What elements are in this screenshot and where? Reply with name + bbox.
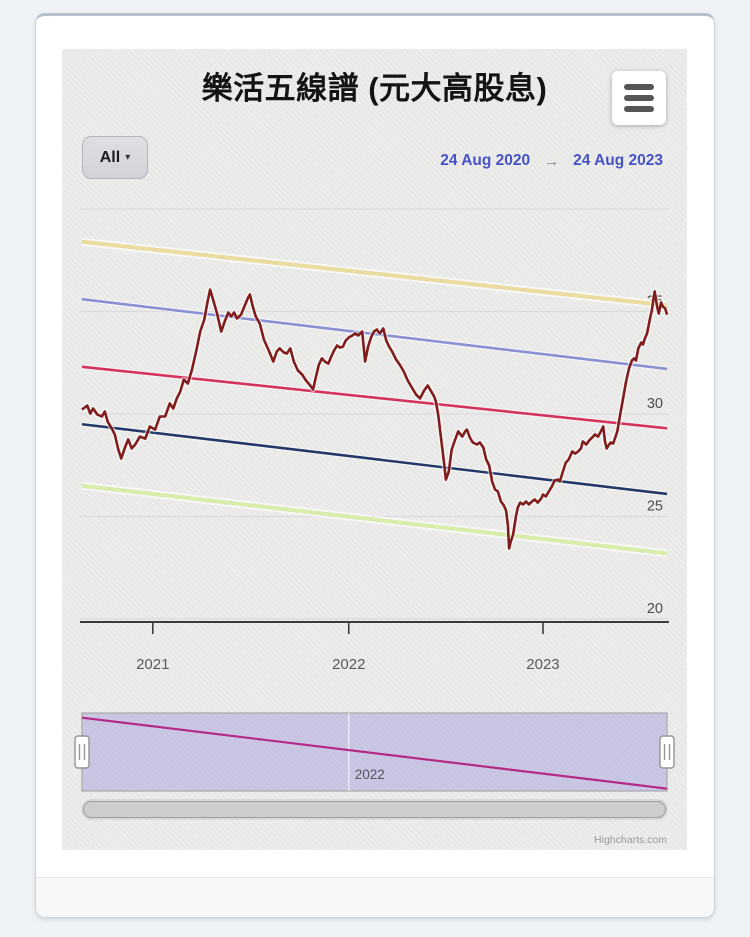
- chart-container: 樂活五線譜 (元大高股息) All ▾ 24 Aug 2020 → 24 Aug…: [62, 49, 687, 850]
- x-axis: 2021 2022 2023: [80, 621, 669, 673]
- date-from-input[interactable]: 24 Aug 2020: [440, 152, 531, 169]
- x-axis-label: 2022: [332, 656, 365, 673]
- x-axis-label: 2021: [136, 656, 169, 673]
- hamburger-menu-button[interactable]: [612, 71, 666, 125]
- trend-line-upper2: [81, 239, 668, 308]
- y-axis-labels: 35302520: [647, 294, 663, 618]
- y-axis-label: 20: [647, 601, 663, 617]
- range-selector-label: All: [99, 148, 121, 166]
- chart-card: 樂活五線譜 (元大高股息) All ▾ 24 Aug 2020 → 24 Aug…: [35, 13, 715, 918]
- y-axis-label: 25: [647, 499, 663, 515]
- y-axis-label: 30: [647, 396, 663, 412]
- navigator-mask[interactable]: [81, 712, 668, 792]
- navigator-series-line: [81, 716, 668, 790]
- navigator: 2022: [74, 712, 675, 792]
- chevron-down-icon: ▾: [125, 152, 131, 163]
- trend-line-lower2: [81, 483, 668, 556]
- trend-line-lower1: [81, 422, 668, 496]
- card-footer: [36, 877, 714, 917]
- arrow-right-icon: →: [544, 152, 560, 170]
- price-series: [80, 286, 670, 552]
- scrollbar-thumb[interactable]: [83, 801, 666, 818]
- scrollbar: [81, 799, 668, 820]
- trend-line-trend: [81, 365, 668, 430]
- x-axis-label: 2023: [526, 656, 559, 673]
- date-to-input[interactable]: 24 Aug 2023: [573, 152, 663, 169]
- range-selector-dropdown[interactable]: All ▾: [82, 136, 148, 179]
- price-line: [81, 288, 669, 550]
- navigator-handle-right[interactable]: [659, 735, 675, 769]
- navigator-handle-left[interactable]: [74, 735, 90, 769]
- navigator-axis-label: 2022: [355, 767, 385, 782]
- trend-lines: [81, 237, 668, 558]
- highcharts-credit: Highcharts.com: [594, 834, 667, 846]
- chart-title: 樂活五線譜 (元大高股息): [201, 71, 548, 106]
- date-range: 24 Aug 2020 → 24 Aug 2023: [440, 152, 663, 170]
